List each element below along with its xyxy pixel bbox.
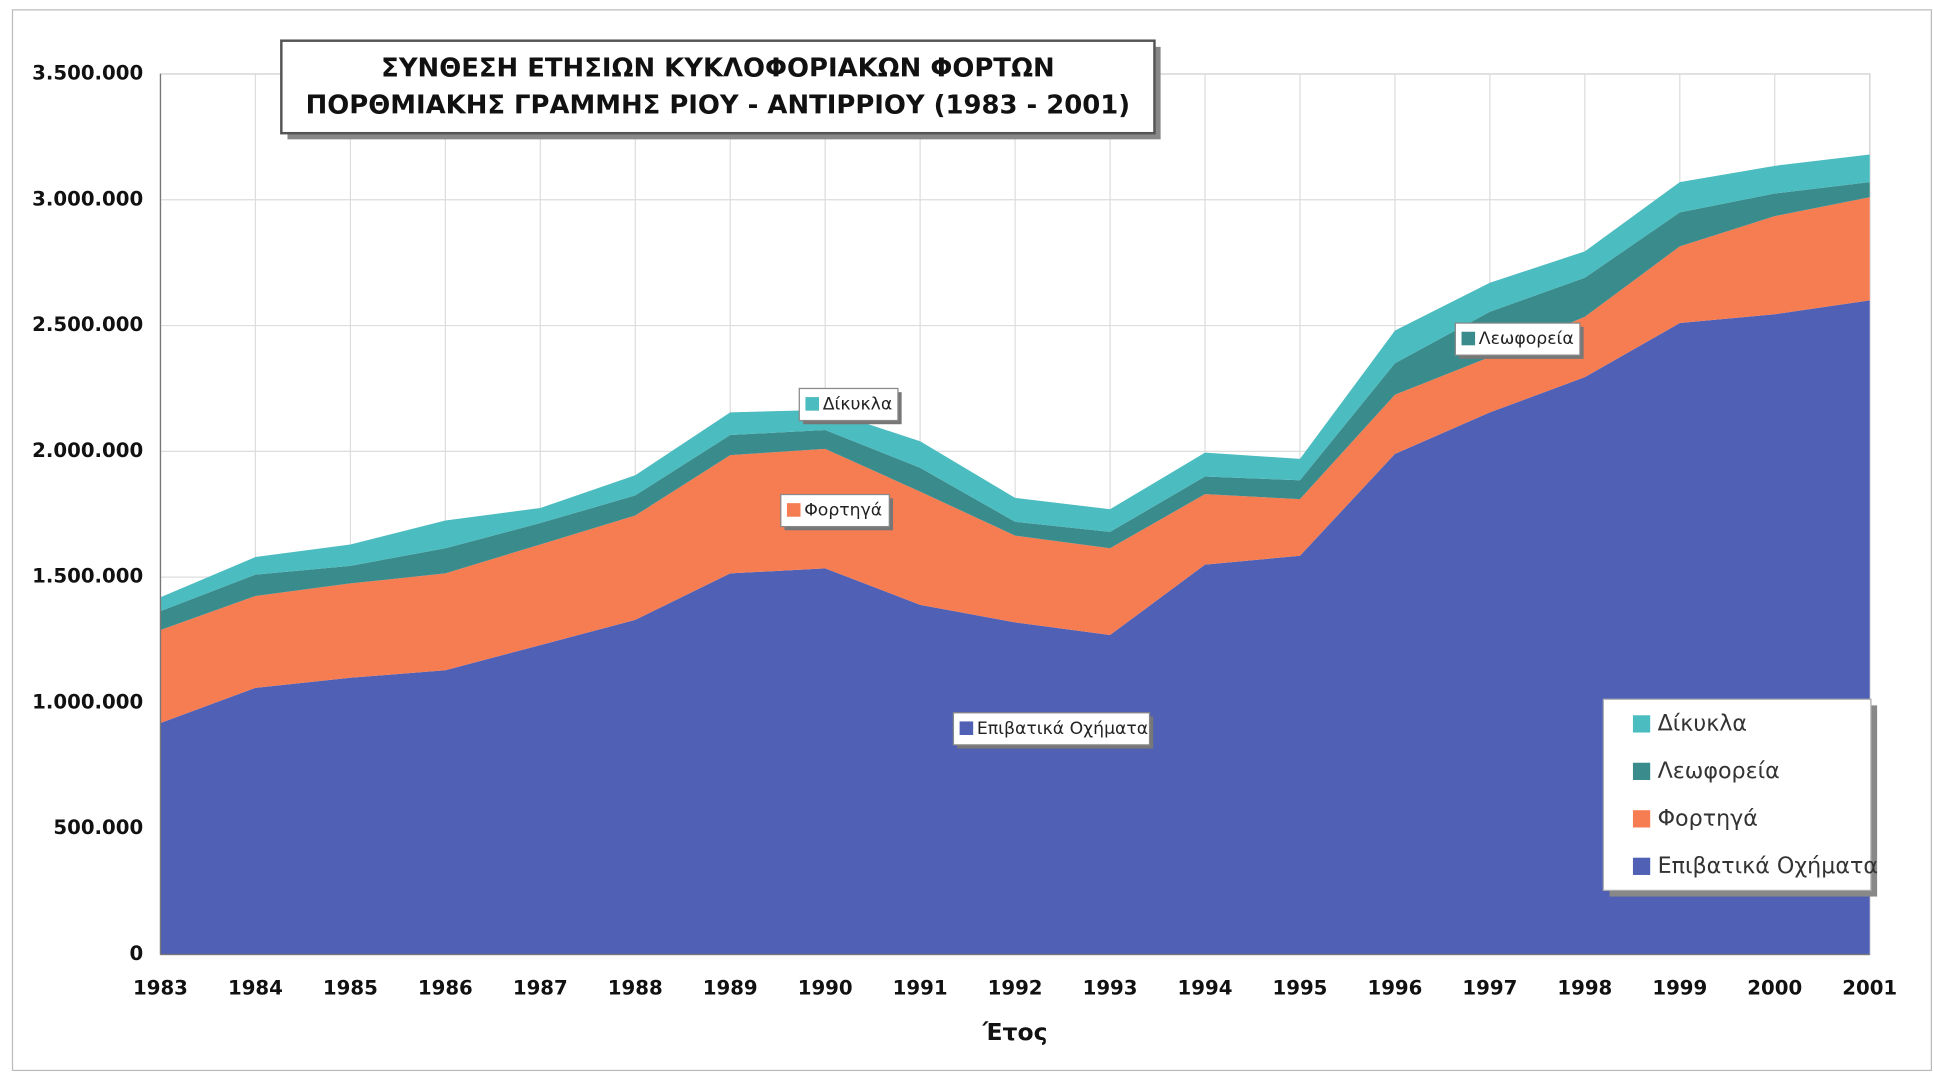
x-tick-label: 1986 [418,977,473,1000]
series-tag-swatch [786,503,801,517]
series-tag-label: Δίκυκλα [823,394,893,414]
area [160,197,1870,724]
x-tick-label: 1995 [1273,977,1328,1000]
series-tag-label: Λεωφορεία [1479,329,1574,349]
x-tick-label: 1991 [893,977,948,1000]
x-tick-label: 1988 [608,977,663,1000]
x-tick-label: 1983 [133,977,188,1000]
area [160,300,1870,955]
y-tick-label: 2.000.000 [32,439,143,462]
series-tag-label: Φορτηγά [804,501,882,521]
legend-label: Φορτηγά [1658,805,1758,831]
x-tick-label: 1998 [1557,977,1612,1000]
chart-title: ΠΟΡΘΜΙΑΚΗΣ ΓΡΑΜΜΗΣ ΡΙΟΥ - ΑΝΤΙΡΡΙΟΥ (198… [306,91,1130,121]
y-tick-label: 500.000 [53,816,143,839]
area [160,154,1870,612]
area [160,182,1870,630]
x-tick-label: 1992 [988,977,1043,1000]
legend-swatch [1632,715,1651,733]
title-box [280,39,1156,135]
x-tick-label: 1994 [1178,977,1233,1000]
series-tag-label: Επιβατικά Οχήματα [977,719,1148,739]
x-tick-label: 1987 [513,977,568,1000]
y-tick-label: 1.000.000 [32,690,143,713]
y-tick-label: 2.500.000 [32,313,143,336]
series-tag [1454,322,1581,356]
series-tag-swatch [1461,331,1476,346]
series-tag [952,712,1151,746]
legend-label: Δίκυκλα [1658,710,1747,736]
y-tick-label: 3.500.000 [32,61,143,84]
x-tick-label: 1993 [1083,977,1138,1000]
x-tick-label: 1984 [228,977,283,1000]
legend-swatch [1632,857,1651,875]
legend-label: Επιβατικά Οχήματα [1658,853,1878,879]
x-tick-label: 2001 [1842,977,1897,1000]
y-tick-label: 3.000.000 [32,187,143,210]
series-tag-swatch [805,397,820,411]
x-tick-label: 1989 [703,977,758,1000]
y-tick-label: 1.500.000 [32,565,143,588]
legend-label: Λεωφορεία [1658,758,1780,784]
legend-swatch [1632,810,1651,828]
series-tag-swatch [959,721,974,735]
x-tick-label: 1985 [323,977,378,1000]
y-tick-label: 0 [129,942,143,965]
x-tick-label: 2000 [1747,977,1802,1000]
x-axis-label: Έτος [982,1018,1048,1046]
x-tick-label: 1996 [1367,977,1422,1000]
x-tick-label: 1997 [1462,977,1517,1000]
x-tick-label: 1999 [1652,977,1707,1000]
chart-title: ΣΥΝΘΕΣΗ ΕΤΗΣΙΩΝ ΚΥΚΛΟΦΟΡΙΑΚΩΝ ΦΟΡΤΩΝ [381,54,1054,84]
x-tick-label: 1990 [798,977,853,1000]
legend-swatch [1632,762,1651,781]
